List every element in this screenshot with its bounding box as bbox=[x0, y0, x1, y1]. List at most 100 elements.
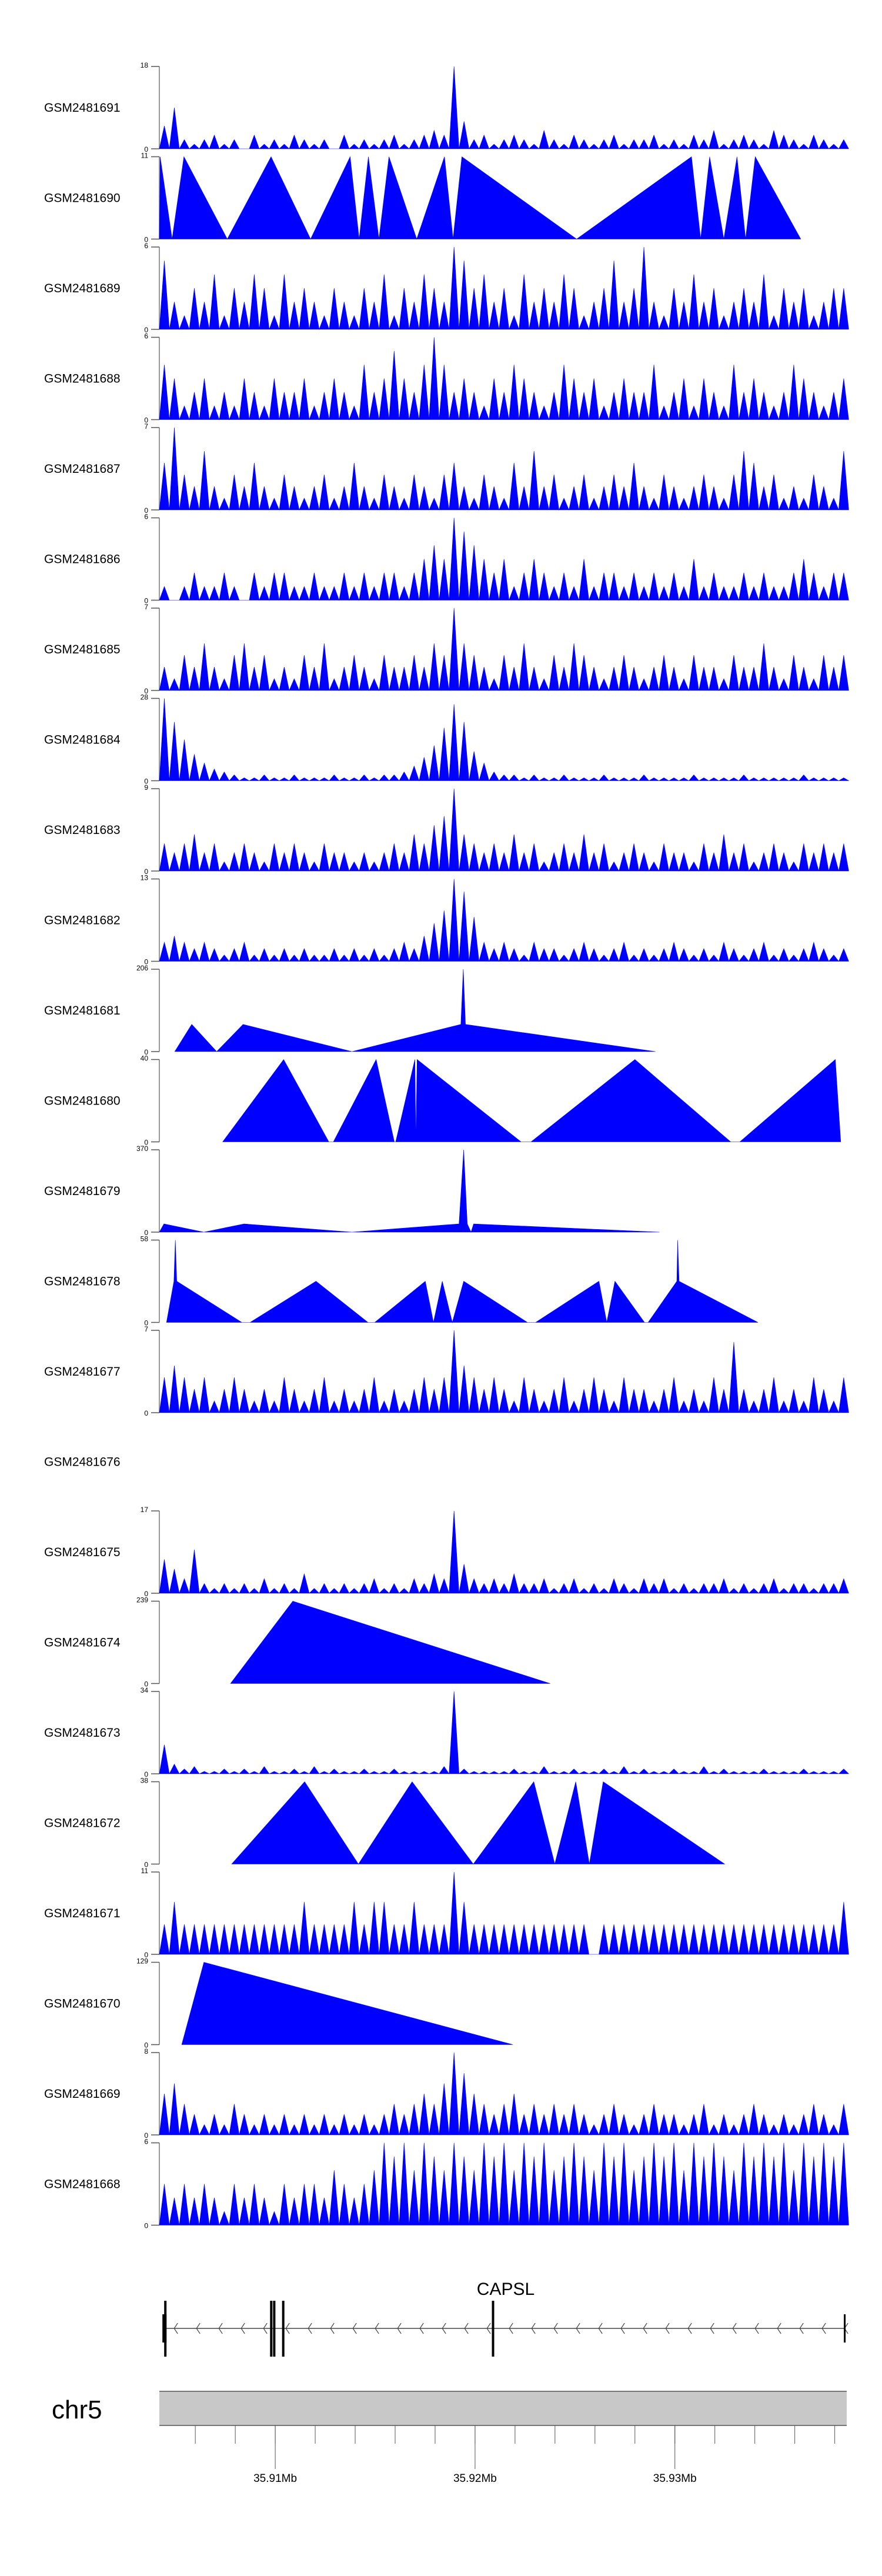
track-gsm2481686: GSM2481686 6 0 bbox=[44, 513, 849, 605]
gene-track: CAPSL bbox=[162, 2280, 848, 2357]
chromosome-band bbox=[159, 2391, 847, 2425]
track-gsm2481673: GSM2481673 34 0 bbox=[44, 1686, 850, 1778]
y-tick-label-zero: 0 bbox=[144, 778, 148, 786]
track-gsm2481678: GSM2481678 58 0 bbox=[44, 1235, 759, 1327]
coverage-area bbox=[159, 879, 849, 962]
y-tick-label-zero: 0 bbox=[144, 958, 148, 966]
track-label: GSM2481691 bbox=[44, 101, 121, 115]
coverage-area bbox=[159, 698, 850, 782]
gene-label: CAPSL bbox=[477, 2280, 534, 2299]
y-tick-label-max: 239 bbox=[136, 1596, 148, 1604]
y-tick-label-zero: 0 bbox=[144, 1229, 148, 1237]
track-label: GSM2481675 bbox=[44, 1546, 121, 1559]
track-label: GSM2481673 bbox=[44, 1726, 121, 1740]
track-label: GSM2481674 bbox=[44, 1636, 121, 1650]
y-tick-label-max: 38 bbox=[141, 1777, 149, 1785]
strand-arrow-icon bbox=[419, 2323, 424, 2334]
y-tick-label-zero: 0 bbox=[144, 597, 148, 605]
strand-arrow-icon bbox=[620, 2323, 625, 2334]
strand-arrow-icon bbox=[375, 2323, 379, 2334]
strand-arrow-icon bbox=[509, 2323, 513, 2334]
track-label: GSM2481687 bbox=[44, 462, 121, 476]
strand-arrow-icon bbox=[352, 2323, 357, 2334]
y-tick-label-max: 8 bbox=[144, 2047, 148, 2056]
y-tick-label-zero: 0 bbox=[144, 1590, 148, 1598]
strand-arrow-icon bbox=[687, 2323, 692, 2334]
y-tick-label-zero: 0 bbox=[144, 687, 148, 695]
y-tick-label-max: 370 bbox=[136, 1144, 148, 1153]
track-gsm2481672: GSM2481672 38 0 bbox=[44, 1777, 726, 1869]
track-label: GSM2481680 bbox=[44, 1095, 121, 1108]
strand-arrow-icon bbox=[643, 2323, 647, 2334]
y-tick-label-zero: 0 bbox=[144, 2222, 148, 2230]
track-label: GSM2481678 bbox=[44, 1275, 121, 1289]
strand-arrow-icon bbox=[285, 2323, 290, 2334]
strand-arrow-icon bbox=[330, 2323, 335, 2334]
coverage-area bbox=[159, 518, 849, 601]
strand-arrow-icon bbox=[598, 2323, 603, 2334]
y-tick-label-zero: 0 bbox=[144, 867, 148, 876]
y-tick-label-max: 34 bbox=[141, 1686, 149, 1694]
track-label: GSM2481672 bbox=[44, 1817, 121, 1830]
track-label: GSM2481670 bbox=[44, 1997, 121, 2011]
coverage-area bbox=[231, 1781, 726, 1865]
strand-arrow-icon bbox=[240, 2323, 245, 2334]
track-label: GSM2481685 bbox=[44, 643, 121, 656]
y-tick-label-max: 11 bbox=[141, 152, 149, 160]
strand-arrow-icon bbox=[665, 2323, 670, 2334]
y-tick-label-max: 7 bbox=[144, 422, 148, 431]
strand-arrow-icon bbox=[486, 2323, 491, 2334]
track-label: GSM2481671 bbox=[44, 1907, 121, 1920]
strand-arrow-icon bbox=[710, 2323, 714, 2334]
coverage-area bbox=[159, 66, 849, 149]
y-tick-label-max: 9 bbox=[144, 783, 148, 792]
y-tick-label-max: 18 bbox=[141, 61, 149, 69]
y-tick-label-zero: 0 bbox=[144, 1861, 148, 1869]
y-tick-label-zero: 0 bbox=[144, 1951, 148, 1959]
y-tick-label-max: 40 bbox=[141, 1055, 149, 1063]
y-tick-label-max: 17 bbox=[141, 1506, 149, 1514]
y-tick-label-zero: 0 bbox=[144, 2041, 148, 2050]
y-tick-label-max: 206 bbox=[136, 964, 148, 972]
track-label: GSM2481682 bbox=[44, 914, 121, 927]
strand-arrow-icon bbox=[464, 2323, 469, 2334]
y-tick-label-zero: 0 bbox=[144, 1048, 148, 1056]
track-gsm2481676: GSM2481676 bbox=[44, 1456, 121, 1469]
track-gsm2481677: GSM2481677 7 0 bbox=[44, 1325, 849, 1417]
y-tick-label-max: 58 bbox=[141, 1235, 149, 1243]
y-tick-label-max: 129 bbox=[136, 1957, 148, 1966]
coverage-area bbox=[159, 1691, 850, 1774]
strand-arrow-icon bbox=[218, 2323, 223, 2334]
track-label: GSM2481686 bbox=[44, 553, 121, 566]
y-tick-label-max: 6 bbox=[144, 513, 148, 521]
strand-arrow-icon bbox=[173, 2323, 178, 2334]
coverage-area bbox=[159, 2143, 849, 2226]
strand-arrow-icon bbox=[777, 2323, 781, 2334]
track-gsm2481680: GSM2481680 40 0 bbox=[44, 1055, 841, 1147]
strand-arrow-icon bbox=[442, 2323, 446, 2334]
track-label: GSM2481683 bbox=[44, 823, 121, 837]
y-tick-label-max: 6 bbox=[144, 332, 148, 341]
coverage-area bbox=[230, 1601, 550, 1684]
track-gsm2481674: GSM2481674 239 0 bbox=[44, 1596, 550, 1689]
coverage-area bbox=[174, 969, 656, 1052]
strand-arrow-icon bbox=[397, 2323, 402, 2334]
strand-arrow-icon bbox=[196, 2323, 201, 2334]
strand-arrow-icon bbox=[576, 2323, 580, 2334]
track-gsm2481675: GSM2481675 17 0 bbox=[44, 1506, 849, 1598]
strand-arrow-icon bbox=[531, 2323, 536, 2334]
x-tick-label: 35.92Mb bbox=[453, 2472, 497, 2485]
coverage-area bbox=[166, 1240, 759, 1323]
y-tick-label-zero: 0 bbox=[144, 1680, 148, 1689]
track-label: GSM2481679 bbox=[44, 1184, 121, 1198]
track-gsm2481684: GSM2481684 28 0 bbox=[44, 693, 850, 786]
coverage-area bbox=[159, 1149, 660, 1233]
coverage-area bbox=[181, 1962, 513, 2045]
track-gsm2481683: GSM2481683 9 0 bbox=[44, 783, 849, 876]
coverage-area bbox=[159, 246, 849, 331]
y-tick-label-zero: 0 bbox=[144, 416, 148, 425]
y-tick-label-max: 11 bbox=[141, 1867, 149, 1875]
x-tick-label: 35.91Mb bbox=[253, 2472, 297, 2485]
y-tick-label-zero: 0 bbox=[144, 1139, 148, 1147]
y-tick-label-max: 13 bbox=[141, 874, 149, 882]
